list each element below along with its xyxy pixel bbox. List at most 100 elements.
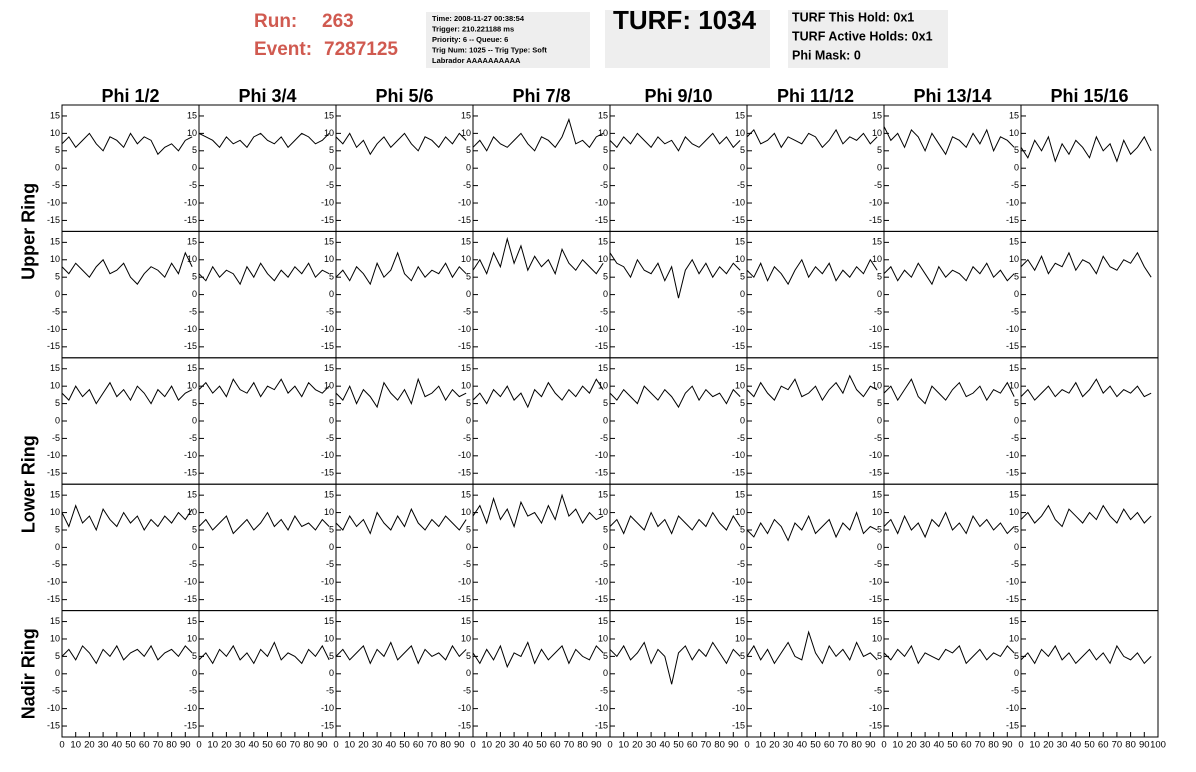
waveform xyxy=(335,251,467,286)
waveform xyxy=(472,378,604,409)
x-tick-label: 0 xyxy=(333,740,338,751)
panel-frame xyxy=(1020,610,1159,738)
panel-frame xyxy=(1020,230,1159,359)
waveform xyxy=(1020,251,1152,278)
y-tick-label: 0 xyxy=(329,163,334,173)
panel-frame xyxy=(609,230,748,359)
x-tick-label: 50 xyxy=(673,740,684,751)
y-tick-label: 15 xyxy=(50,490,60,500)
y-tick-label: -15 xyxy=(1006,341,1019,351)
y-tick-label: -5 xyxy=(189,433,197,443)
y-tick-label: -10 xyxy=(732,703,745,713)
y-tick-label: 10 xyxy=(1009,128,1019,138)
y-tick-label: -10 xyxy=(458,197,471,207)
y-tick-label: 10 xyxy=(324,128,334,138)
x-tick-label: 50 xyxy=(947,740,958,751)
waveform xyxy=(609,641,741,685)
waveform xyxy=(609,252,741,299)
y-tick-label: 5 xyxy=(740,524,745,534)
y-tick-label: -10 xyxy=(732,577,745,587)
panel-frame xyxy=(198,610,337,738)
y-tick-label: 0 xyxy=(877,163,882,173)
y-tick-label: 10 xyxy=(461,128,471,138)
x-tick-label: 70 xyxy=(975,740,986,751)
y-tick-label: -15 xyxy=(47,468,60,478)
y-tick-label: 5 xyxy=(466,272,471,282)
y-tick-label: 5 xyxy=(466,524,471,534)
y-tick-label: -10 xyxy=(595,703,608,713)
waveform xyxy=(198,262,330,286)
y-tick-label: 10 xyxy=(1009,507,1019,517)
panel-frame xyxy=(61,230,200,359)
y-tick-label: -15 xyxy=(321,594,334,604)
x-tick-label: 90 xyxy=(865,740,876,751)
y-tick-label: 0 xyxy=(466,289,471,299)
y-tick-label: 10 xyxy=(187,633,197,643)
status-line: Phi Mask: 0 xyxy=(792,48,861,62)
y-tick-label: 10 xyxy=(872,633,882,643)
y-tick-label: -10 xyxy=(458,703,471,713)
waveform xyxy=(746,128,878,149)
run-number: 263 xyxy=(322,11,354,32)
x-tick-label: 50 xyxy=(399,740,410,751)
y-tick-label: -15 xyxy=(458,341,471,351)
y-tick-label: 0 xyxy=(466,668,471,678)
y-tick-label: 5 xyxy=(329,145,334,155)
panel-frame xyxy=(61,357,200,485)
waveform xyxy=(61,644,193,665)
y-tick-label: 10 xyxy=(324,633,334,643)
panel-frame xyxy=(472,357,611,485)
y-tick-label: 5 xyxy=(55,272,60,282)
panel-frame xyxy=(883,104,1022,232)
x-tick-label: 50 xyxy=(810,740,821,751)
x-tick-label: 30 xyxy=(646,740,657,751)
y-tick-label: -5 xyxy=(600,686,608,696)
y-tick-label: 5 xyxy=(329,398,334,408)
y-tick-label: -5 xyxy=(600,559,608,569)
y-tick-label: 15 xyxy=(187,237,197,247)
y-tick-label: -5 xyxy=(874,559,882,569)
y-tick-label: 10 xyxy=(461,633,471,643)
y-tick-label: 5 xyxy=(740,145,745,155)
y-tick-label: 15 xyxy=(324,110,334,120)
x-tick-label: 80 xyxy=(851,740,862,751)
y-tick-label: 5 xyxy=(192,398,197,408)
y-tick-label: -15 xyxy=(184,341,197,351)
x-tick-label: 20 xyxy=(221,740,232,751)
y-tick-label: 0 xyxy=(1014,163,1019,173)
x-tick-label: 50 xyxy=(262,740,273,751)
y-tick-label: 5 xyxy=(1014,145,1019,155)
panel-frame xyxy=(198,104,337,232)
waveform xyxy=(61,381,193,405)
y-tick-label: -10 xyxy=(47,324,60,334)
y-tick-label: 5 xyxy=(877,651,882,661)
waveform xyxy=(198,132,330,149)
y-tick-label: 0 xyxy=(55,415,60,425)
row-label: Nadir Ring xyxy=(19,628,39,719)
y-tick-label: 10 xyxy=(50,381,60,391)
y-tick-label: -15 xyxy=(458,720,471,730)
panel-frame xyxy=(61,483,200,612)
waveform xyxy=(198,378,330,398)
x-tick-label: 100 xyxy=(1150,740,1166,751)
panel-frame xyxy=(335,230,474,359)
y-tick-label: 15 xyxy=(735,237,745,247)
y-tick-label: 5 xyxy=(1014,651,1019,661)
panel-frame xyxy=(1020,483,1159,612)
y-tick-label: -5 xyxy=(1011,306,1019,316)
x-tick-label: 60 xyxy=(687,740,698,751)
y-tick-label: 5 xyxy=(329,524,334,534)
y-tick-label: -15 xyxy=(869,468,882,478)
info-line: Trig Num: 1025 -- Trig Type: Soft xyxy=(432,45,547,54)
waveform xyxy=(883,644,1015,665)
x-tick-label: 20 xyxy=(84,740,95,751)
y-tick-label: 10 xyxy=(461,254,471,264)
y-tick-label: 10 xyxy=(187,381,197,391)
y-tick-label: -5 xyxy=(737,686,745,696)
x-tick-label: 20 xyxy=(358,740,369,751)
panel-frame xyxy=(883,610,1022,738)
waveform xyxy=(335,132,467,156)
y-tick-label: 10 xyxy=(324,507,334,517)
x-tick-label: 80 xyxy=(714,740,725,751)
